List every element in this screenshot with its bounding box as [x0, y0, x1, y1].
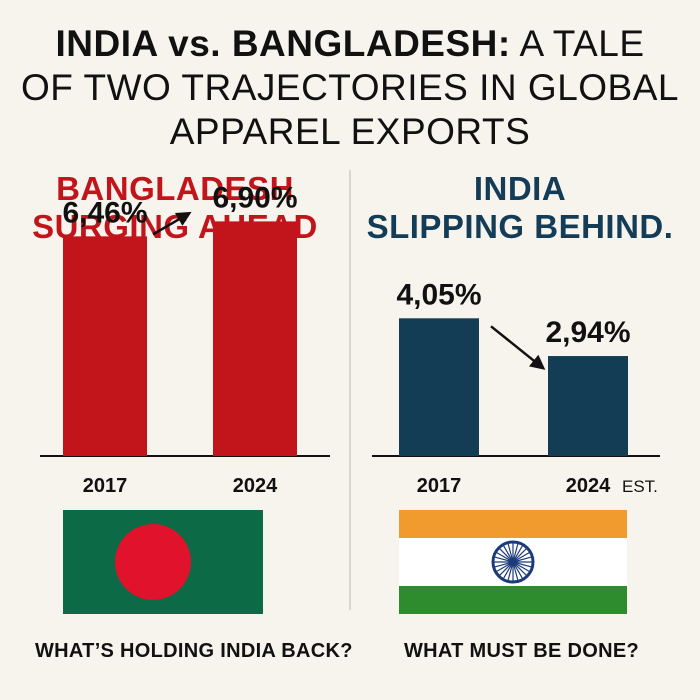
india-flag-icon	[399, 510, 627, 614]
bangladesh-trend-arrow-icon	[152, 211, 192, 236]
india-bar-2024	[548, 356, 628, 456]
bangladesh-category-label-2024: 2024	[233, 475, 278, 497]
india-category-label-2024: 2024	[566, 475, 611, 497]
question-holding-india-back: WHAT’S HOLDING INDIA BACK?	[35, 640, 353, 662]
india-data-label-2017: 4,05%	[396, 278, 481, 311]
india-category-suffix: EST.	[622, 477, 658, 496]
question-what-must-be-done: WHAT MUST BE DONE?	[404, 640, 640, 662]
page-title: INDIA vs. BANGLADESH: A TALE OF TWO TRAJ…	[0, 22, 700, 154]
bangladesh-category-label-2017: 2017	[83, 475, 128, 497]
title-part-2: A TALE	[510, 23, 645, 64]
india-heading-line-2: SLIPPING BEHIND.	[366, 208, 674, 245]
bar-charts: 6,46% 2017 6,90% 2024 4,05% 2017 2,94% 2024 EST.	[40, 181, 660, 497]
india-trend-arrow-icon	[490, 325, 546, 370]
india-heading: INDIA SLIPPING BEHIND.	[355, 170, 685, 246]
india-data-label-2024: 2,94%	[545, 316, 630, 349]
india-heading-line-1: INDIA	[473, 170, 567, 207]
title-line-2: OF TWO TRAJECTORIES IN GLOBAL	[20, 67, 679, 108]
bangladesh-data-label-2024: 6,90%	[212, 181, 297, 214]
bangladesh-data-label-2017: 6,46%	[62, 196, 147, 229]
bangladesh-bar-2024	[213, 221, 297, 456]
india-category-label-2017: 2017	[417, 475, 462, 497]
bangladesh-heading-line-1: BANGLADESH	[56, 170, 294, 207]
bangladesh-bar-2017	[63, 236, 147, 456]
title-line-3: APPAREL EXPORTS	[169, 111, 531, 152]
title-line-1: INDIA vs. BANGLADESH: A TALE	[0, 22, 700, 66]
panel-divider	[349, 170, 351, 610]
india-bar-2017	[399, 318, 479, 456]
title-part-1: INDIA vs. BANGLADESH:	[55, 23, 511, 64]
bangladesh-flag-icon	[63, 510, 263, 614]
